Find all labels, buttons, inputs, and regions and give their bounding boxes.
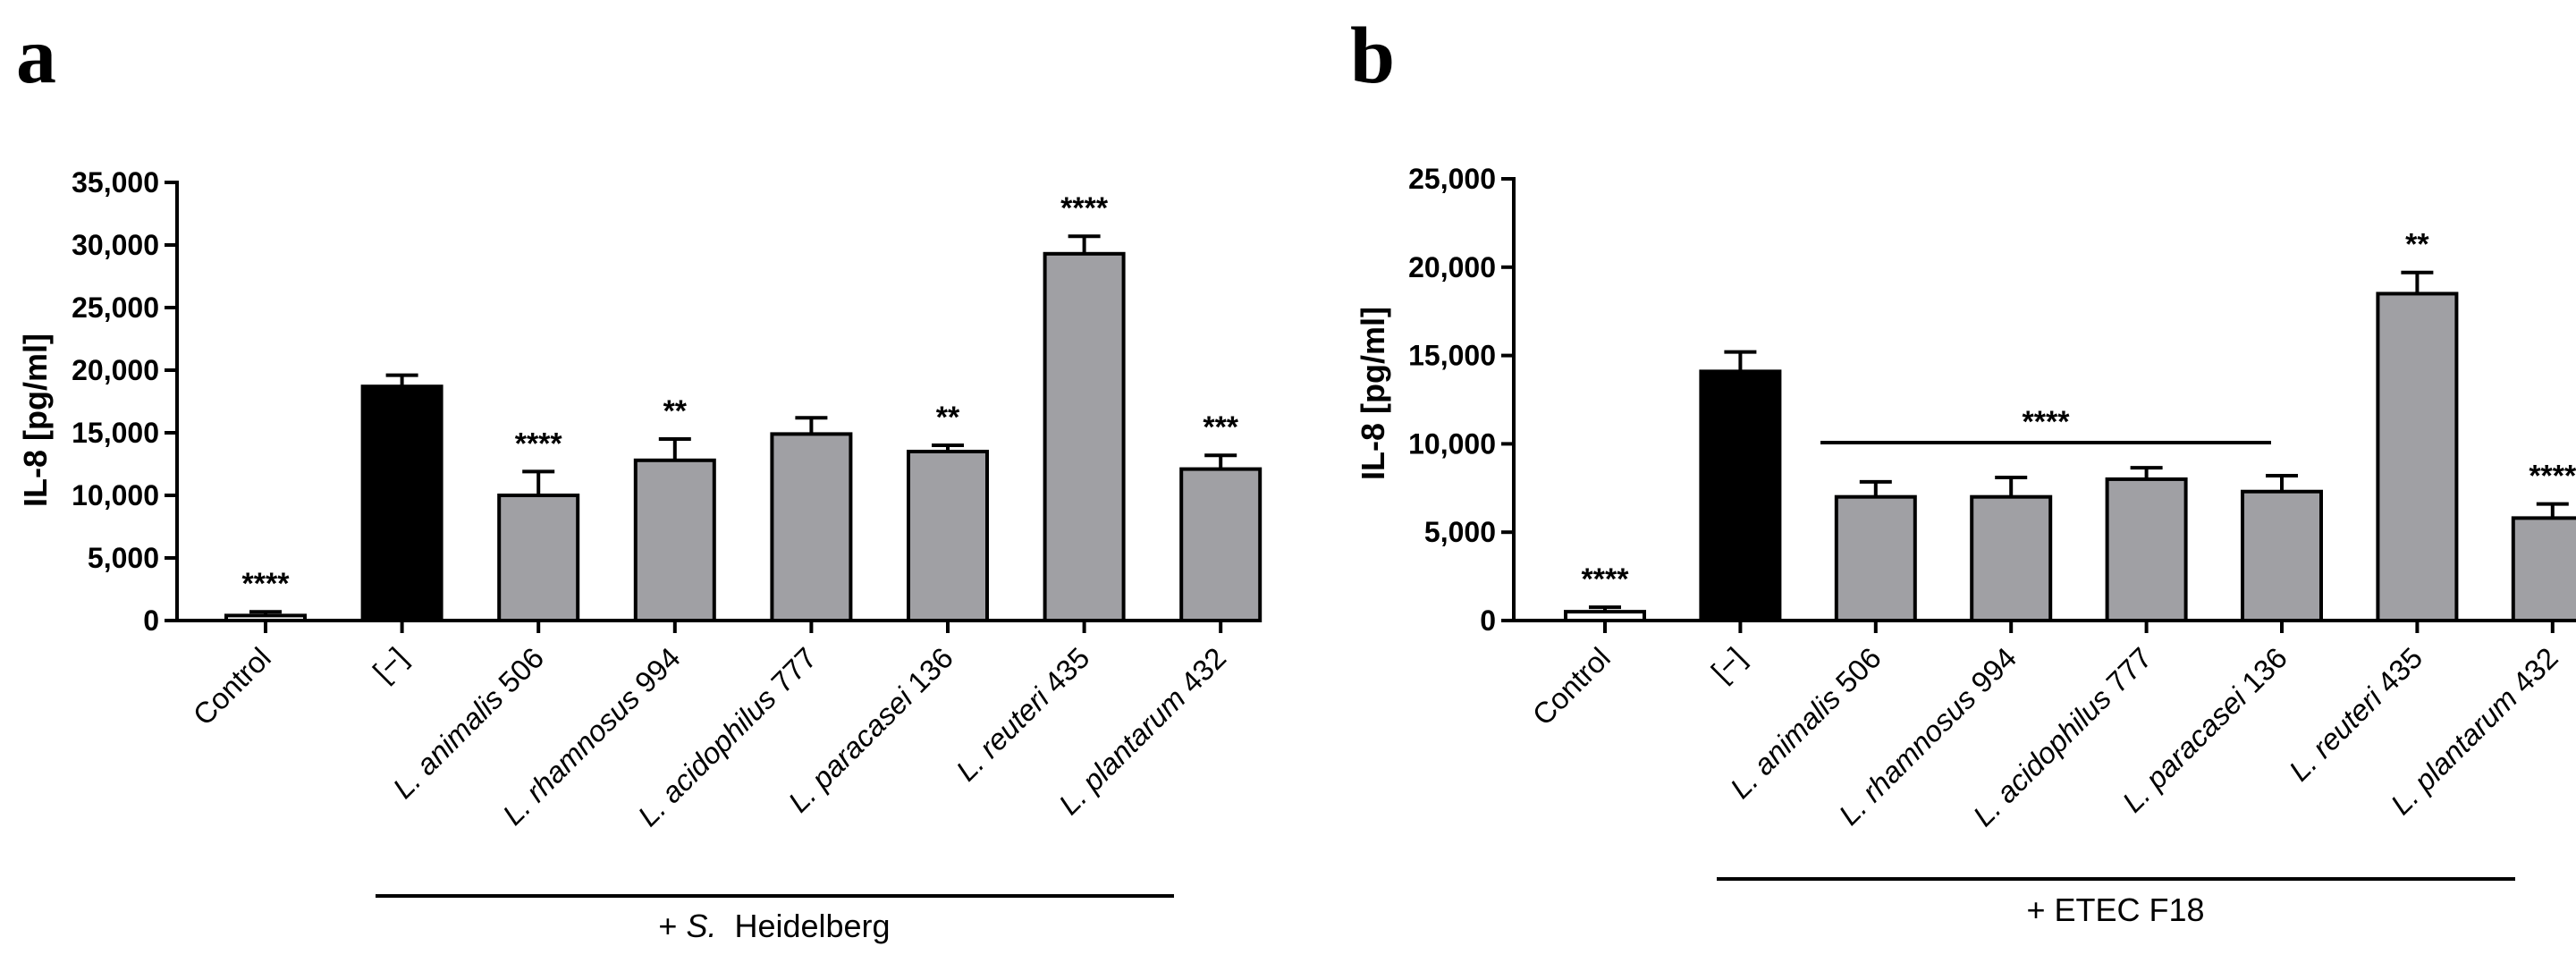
y-tick-label: 20,000 xyxy=(1408,251,1496,283)
category-label: [−] xyxy=(367,641,414,688)
significance-label: ** xyxy=(663,394,688,428)
bar-0 xyxy=(1564,610,1646,622)
bar-7 xyxy=(2511,516,2576,623)
significance-label: **** xyxy=(242,567,291,601)
bar-1 xyxy=(1699,369,1782,622)
y-tick-label: 35,000 xyxy=(72,166,159,199)
significance-label: **** xyxy=(2529,460,2576,494)
bar-6 xyxy=(2376,291,2459,622)
panel-a-ylabel: IL-8 [pg/ml] xyxy=(17,334,54,507)
panel-a-letter: a xyxy=(16,12,56,100)
bar-3 xyxy=(633,458,716,622)
panel-b-bracket-significance: **** xyxy=(2023,405,2071,439)
category-label: L. reuteri 435 xyxy=(950,641,1096,788)
bar-3 xyxy=(1970,494,2053,622)
y-tick-label: 15,000 xyxy=(72,417,159,449)
significance-label: *** xyxy=(1203,410,1238,444)
significance-label: **** xyxy=(515,427,563,460)
y-tick-label: 10,000 xyxy=(1408,427,1496,460)
y-tick-label: 0 xyxy=(1480,604,1496,637)
y-tick-label: 20,000 xyxy=(72,354,159,386)
bar-6 xyxy=(1043,251,1126,622)
y-tick-label: 30,000 xyxy=(72,229,159,261)
bar-0 xyxy=(224,613,307,623)
y-tick-label: 15,000 xyxy=(1408,340,1496,372)
bar-4 xyxy=(770,432,853,622)
bar-4 xyxy=(2105,477,2188,622)
y-tick-label: 25,000 xyxy=(72,291,159,324)
bar-2 xyxy=(1834,494,1917,622)
panel-a-group-label: + S. Heidelberg xyxy=(658,908,890,944)
y-tick-label: 0 xyxy=(143,604,159,637)
category-label: Control xyxy=(1526,641,1617,731)
bar-5 xyxy=(2241,489,2323,623)
bar-5 xyxy=(907,450,989,622)
bar-7 xyxy=(1179,467,1263,622)
panel-b-group-label: + ETEC F18 xyxy=(2026,891,2204,928)
panel-b-bars: ********** xyxy=(1564,228,2576,623)
panel-b-axes: 0 5,000 10,000 15,000 20,000 25,000 xyxy=(1408,163,2563,637)
bar-2 xyxy=(497,494,580,622)
significance-label: ** xyxy=(2405,228,2429,262)
bar-1 xyxy=(360,384,443,622)
panel-a-chart: 0 5,000 10,000 15,000 20,000 25,000 30,000 35,0… xyxy=(17,166,1263,944)
y-tick-label: 25,000 xyxy=(1408,163,1496,195)
y-tick-label: 5,000 xyxy=(88,542,159,574)
panel-b-ylabel: IL-8 [pg/ml] xyxy=(1355,307,1391,480)
y-tick-label: 5,000 xyxy=(1424,516,1496,548)
category-label: L. reuteri 435 xyxy=(2283,641,2429,788)
significance-label: **** xyxy=(1582,562,1630,596)
panel-a-bars: ********** ********* xyxy=(224,191,1263,623)
y-tick-label: 10,000 xyxy=(72,479,159,511)
category-label: Control xyxy=(187,641,277,731)
category-label: [−] xyxy=(1705,641,1753,688)
panel-a-axes: 0 5,000 10,000 15,000 20,000 25,000 30,000 35,0… xyxy=(72,166,1223,637)
panel-b-letter: b xyxy=(1350,12,1395,100)
significance-label: ** xyxy=(936,401,960,435)
significance-label: **** xyxy=(1060,191,1109,225)
